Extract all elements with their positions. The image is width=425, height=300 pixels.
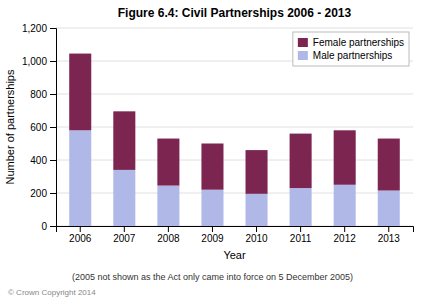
tick: 0 bbox=[41, 221, 56, 232]
tick: 600 bbox=[30, 122, 56, 133]
tick-label: 2009 bbox=[201, 233, 224, 244]
tick: 400 bbox=[30, 155, 56, 166]
tick-mark bbox=[50, 160, 56, 161]
tick: 2009 bbox=[201, 226, 224, 244]
y-axis-title: Number of partnerships bbox=[4, 69, 16, 184]
legend-frame bbox=[293, 32, 409, 66]
chart: 2006 2007 2008 2009 2010 2011 2012 2013 0 200 400 6… bbox=[0, 0, 425, 300]
tick-label: 2012 bbox=[334, 233, 357, 244]
tick-label: 800 bbox=[30, 89, 47, 100]
tick-mark bbox=[212, 226, 213, 232]
tick-label: 600 bbox=[30, 122, 47, 133]
tick-label: 2006 bbox=[69, 233, 92, 244]
axis-line bbox=[50, 29, 57, 227]
bar bbox=[378, 191, 400, 226]
tick-mark bbox=[50, 226, 56, 227]
tick: 200 bbox=[30, 188, 56, 199]
tick: 2011 bbox=[290, 226, 312, 244]
legend-label: Male partnerships bbox=[313, 50, 392, 61]
tick-mark bbox=[300, 226, 301, 232]
tick-mark bbox=[50, 127, 56, 128]
tick: 2008 bbox=[157, 226, 180, 244]
tick-mark bbox=[80, 226, 81, 232]
tick-mark bbox=[388, 226, 389, 232]
tick-label: 200 bbox=[30, 188, 47, 199]
grid-line bbox=[56, 160, 413, 161]
bar bbox=[157, 139, 179, 186]
bar bbox=[113, 111, 135, 170]
tick-mark bbox=[168, 226, 169, 232]
bar bbox=[246, 194, 268, 226]
bar bbox=[201, 190, 223, 226]
tick: 2013 bbox=[378, 226, 401, 244]
tick-mark bbox=[50, 28, 56, 29]
grid-line bbox=[56, 94, 413, 95]
tick: 1,000 bbox=[22, 56, 56, 67]
tick-label: 0 bbox=[41, 221, 47, 232]
bar bbox=[290, 134, 312, 188]
tick-label: 2011 bbox=[290, 233, 312, 244]
grid-line bbox=[56, 127, 413, 128]
bar bbox=[378, 139, 400, 191]
tick: 2007 bbox=[113, 226, 136, 244]
legend-swatch bbox=[298, 51, 308, 60]
tick: 2010 bbox=[245, 226, 268, 244]
bars bbox=[69, 54, 400, 226]
bar bbox=[334, 130, 356, 184]
tick-label: 2013 bbox=[378, 233, 401, 244]
title: Figure 6.4: Civil Partnerships 2006 - 20… bbox=[118, 6, 352, 20]
tick-label: 1,200 bbox=[22, 23, 47, 34]
tick: 1,200 bbox=[22, 23, 56, 34]
grid bbox=[56, 28, 413, 226]
tick: 2006 bbox=[69, 226, 92, 244]
plot: 2006 2007 2008 2009 2010 2011 2012 2013 0 200 400 6… bbox=[22, 23, 414, 244]
footnote: (2005 not shown as the Act only came int… bbox=[72, 272, 353, 282]
x-axis: 2006 2007 2008 2009 2010 2011 2012 2013 bbox=[57, 226, 414, 244]
tick-mark bbox=[50, 61, 56, 62]
tick-mark bbox=[50, 193, 56, 194]
tick-mark bbox=[124, 226, 125, 232]
tick: 2012 bbox=[334, 226, 357, 244]
legend-label: Female partnerships bbox=[313, 37, 404, 48]
bar bbox=[69, 54, 91, 131]
bar bbox=[69, 130, 91, 226]
tick-mark bbox=[344, 226, 345, 232]
copyright: © Crown Copyright 2014 bbox=[8, 288, 96, 297]
series bbox=[69, 54, 400, 194]
tick-label: 2007 bbox=[113, 233, 136, 244]
tick-mark bbox=[50, 94, 56, 95]
tick-label: 1,000 bbox=[22, 56, 47, 67]
axis-line bbox=[57, 227, 414, 233]
legend-swatch bbox=[298, 38, 308, 47]
bar bbox=[113, 170, 135, 226]
tick: 800 bbox=[30, 89, 56, 100]
tick-label: 400 bbox=[30, 155, 47, 166]
bar bbox=[157, 186, 179, 226]
tick-mark bbox=[256, 226, 257, 232]
y-axis: 0 200 400 600 800 1,000 1,200 bbox=[22, 23, 57, 232]
grid-line bbox=[56, 28, 413, 29]
bar bbox=[334, 185, 356, 226]
grid-line bbox=[56, 193, 413, 194]
tick-label: 2008 bbox=[157, 233, 180, 244]
bar bbox=[290, 188, 312, 226]
x-axis-title: Year bbox=[223, 249, 246, 261]
bar bbox=[246, 150, 268, 194]
tick-label: 2010 bbox=[245, 233, 268, 244]
bar bbox=[201, 144, 223, 190]
legend: Female partnerships Male partnerships bbox=[293, 32, 409, 66]
